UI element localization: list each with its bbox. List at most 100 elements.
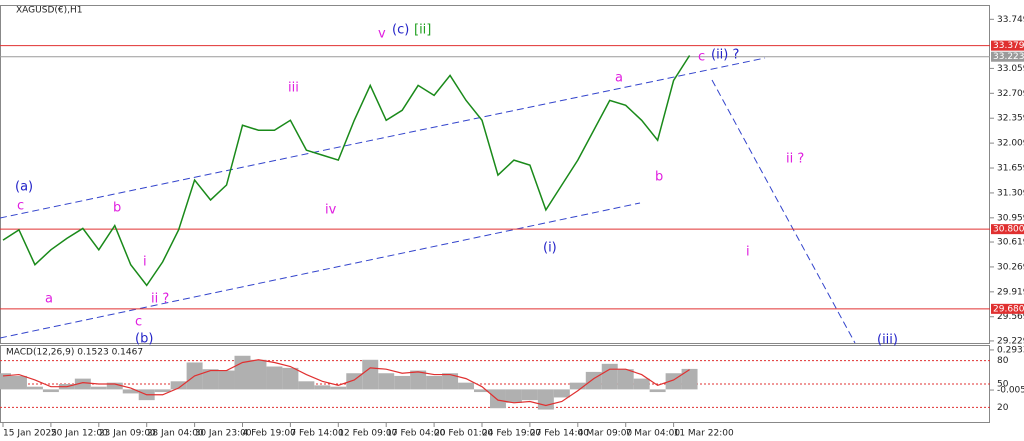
price-level-box	[991, 51, 1024, 62]
wave-label: (ii) ?	[711, 48, 739, 63]
macd-bar	[218, 370, 235, 390]
x-tick-label: 20 Jan 12:00	[51, 429, 108, 439]
macd-bar	[442, 373, 459, 390]
y2-tick-label: 20	[997, 403, 1009, 413]
signal-line	[2, 359, 690, 407]
wave-label: b	[113, 201, 121, 216]
wave-label: c	[135, 315, 142, 330]
macd-bar	[234, 355, 251, 390]
price-level-label: 33.379	[993, 41, 1024, 51]
macd-bar	[617, 369, 634, 390]
wave-label: ii ?	[786, 152, 804, 167]
macd-bar	[298, 381, 315, 390]
macd-bar	[26, 386, 43, 390]
x-tick-label: 15 Jan 2025	[3, 429, 57, 439]
x-tick-label: 7 Mar 04:00	[626, 429, 681, 439]
y-tick-label: 32.009	[997, 139, 1024, 149]
x-tick-label: 23 Jan 09:00	[99, 429, 156, 439]
x-tick-label: 20 Feb 01:00	[434, 429, 493, 439]
wave-label: (c)	[392, 23, 409, 38]
y-tick-label: 29.569	[997, 312, 1024, 322]
y-tick-label: 31.659	[997, 164, 1024, 174]
price-line	[2, 55, 691, 287]
price-level-label: 33.223	[993, 52, 1024, 62]
x-tick-label: 28 Jan 04:00	[147, 429, 204, 439]
wave-label: i	[143, 255, 147, 270]
x-tick-label: 7 Feb 14:00	[290, 429, 344, 439]
wave-label: [ii]	[414, 23, 431, 38]
x-tick-label: 12 Feb 09:00	[338, 429, 397, 439]
macd-bar	[537, 389, 554, 410]
y-tick-label: 32.359	[997, 114, 1024, 124]
wave-label: v	[378, 27, 386, 42]
chart-title: XAGUSD(€),H1	[16, 6, 82, 16]
y-tick-label: 29.229	[997, 336, 1024, 346]
macd-bar	[10, 375, 27, 390]
y-tick-label: 30.959	[997, 213, 1024, 223]
channel-lower	[0, 202, 641, 339]
macd-bar	[633, 378, 650, 390]
wave-label: a	[45, 292, 53, 307]
wave-label: a	[615, 71, 623, 86]
x-tick-label: 4 Mar 09:00	[578, 429, 633, 439]
wave-label: iii	[288, 81, 299, 96]
wave-label: (iii)	[877, 333, 898, 348]
macd-bar	[250, 359, 267, 390]
macd-bar	[521, 389, 538, 401]
macd-bar	[649, 389, 666, 393]
y2-tick-label: 50	[997, 380, 1009, 390]
y-tick-label: -0.0050	[997, 386, 1024, 396]
channel-upper	[0, 57, 766, 219]
x-tick-label: 27 Feb 14:00	[530, 429, 589, 439]
macd-bar	[330, 386, 347, 390]
y2-tick-label: 80	[997, 356, 1009, 366]
macd-bar	[489, 389, 506, 409]
y-tick-label: 32.709	[997, 89, 1024, 99]
y-tick-label: 0.2933	[997, 345, 1024, 355]
macd-bar	[601, 363, 618, 390]
x-tick-label: 30 Jan 23:00	[195, 429, 252, 439]
y-tick-label: 33.059	[997, 64, 1024, 74]
macd-bar	[154, 389, 171, 393]
macd-bar	[0, 373, 11, 390]
macd-bar	[282, 367, 299, 390]
y-tick-label: 33.749	[997, 15, 1024, 25]
macd-bar	[681, 368, 698, 390]
macd-bar	[362, 359, 379, 390]
price-level-box	[991, 303, 1024, 314]
macd-bar	[106, 382, 123, 390]
y-tick-label: 29.919	[997, 287, 1024, 297]
wave-label: (b)	[135, 332, 153, 347]
wave-label: b	[655, 170, 663, 185]
macd-bar	[474, 389, 490, 393]
macd-bar	[426, 375, 443, 390]
macd-bar	[505, 389, 522, 403]
macd-bar	[90, 386, 107, 390]
x-tick-label: 24 Feb 19:00	[482, 429, 541, 439]
projection-line	[711, 79, 856, 344]
price-level-box	[991, 40, 1024, 51]
macd-bar	[458, 382, 475, 390]
x-tick-label: 11 Mar 22:00	[674, 429, 734, 439]
macd-bar	[585, 371, 602, 390]
macd-bar	[42, 389, 59, 393]
price-level-label: 30.800	[993, 225, 1024, 235]
y-tick-label: 30.269	[997, 262, 1024, 272]
macd-bar	[553, 389, 570, 398]
x-tick-label: 17 Feb 04:00	[386, 429, 445, 439]
macd-title: MACD(12,26,9) 0.1523 0.1467	[6, 348, 143, 358]
y-tick-label: 31.309	[997, 188, 1024, 198]
y-tick-label: 30.619	[997, 238, 1024, 248]
wave-label: i	[746, 245, 750, 260]
macd-bar	[378, 373, 395, 390]
macd-bar	[122, 389, 139, 394]
wave-label: (i)	[543, 241, 557, 256]
macd-bar	[170, 381, 187, 390]
price-level-label: 29.680	[993, 304, 1024, 314]
macd-bar	[394, 375, 411, 390]
macd-bar	[266, 366, 283, 390]
wave-label: iv	[325, 203, 337, 218]
wave-label: c	[17, 199, 24, 214]
